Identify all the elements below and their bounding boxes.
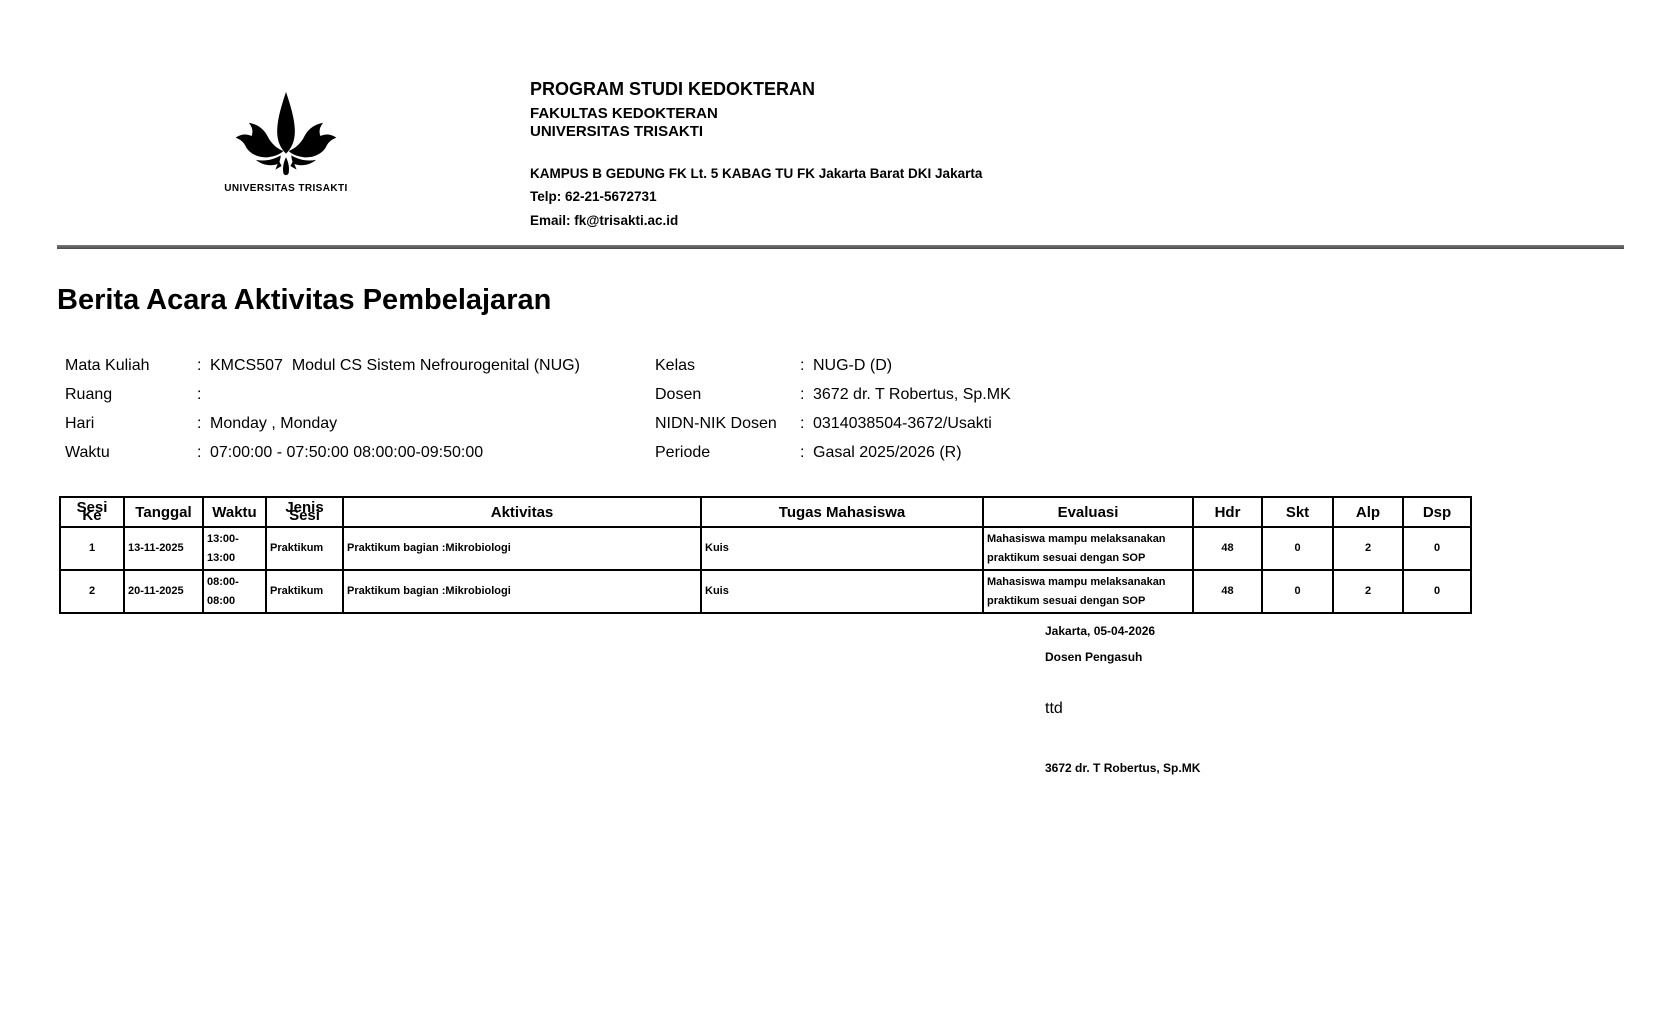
meta-value: 07:00:00 - 07:50:00 08:00:00-09:50:00 [210,444,484,461]
meta-row-ruang: Ruang : [65,380,580,409]
signature-place-date: Jakarta, 05-04-2026 [1045,624,1156,638]
cell-tanggal: 13-11-2025 [123,526,204,571]
cell-aktivitas: Praktikum bagian :Mikrobiologi [342,569,702,614]
cell-dsp: 0 [1402,569,1472,614]
meta-label: Periode [655,444,711,461]
col-header-evaluasi: Evaluasi [982,496,1194,528]
meta-value: NUG-D (D) [813,357,893,374]
cell-waktu: 08:00- 08:00 [202,569,267,614]
meta-label: Dosen [655,386,702,403]
meta-left-column: Mata Kuliah : KMCS507 Modul CS Sistem Ne… [65,351,580,467]
logo-caption: UNIVERSITAS TRISAKTI [224,183,348,194]
meta-colon: : [197,444,202,461]
meta-row-hari: Hari : Monday , Monday [65,409,580,438]
cell-skt: 0 [1261,526,1334,571]
cell-tugas: Kuis [700,526,984,571]
faculty-name: FAKULTAS KEDOKTERAN [530,105,718,122]
signature-role: Dosen Pengasuh [1045,650,1143,664]
cell-waktu: 13:00- 13:00 [202,526,267,571]
cell-sesi: 2 [59,569,125,614]
cell-evaluasi: Mahasiswa mampu melaksanakan praktikum s… [982,526,1194,571]
meta-row-kelas: Kelas : NUG-D (D) [655,351,1011,380]
university-name: UNIVERSITAS TRISAKTI [530,123,704,140]
signature-name: 3672 dr. T Robertus, Sp.MK [1045,761,1201,775]
col-header-waktu: Waktu [202,496,267,528]
col-header-tugas-mahasiswa: Tugas Mahasiswa [700,496,984,528]
meta-row-nidn: NIDN-NIK Dosen : 0314038504-3672/Usakti [655,409,1011,438]
phone-line: Telp: 62-21-5672731 [530,189,657,204]
meta-label: Waktu [65,444,110,461]
meta-value: KMCS507 Modul CS Sistem Nefrourogenital … [210,357,580,374]
meta-colon: : [800,357,805,374]
meta-row-mata-kuliah: Mata Kuliah : KMCS507 Modul CS Sistem Ne… [65,351,580,380]
col-header-tanggal: Tanggal [123,496,204,528]
cell-aktivitas: Praktikum bagian :Mikrobiologi [342,526,702,571]
sessions-table: Sesi Ke Tanggal Waktu Jenis Sesi Aktivit… [59,496,1472,614]
col-header-hdr: Hdr [1192,496,1263,528]
cell-sesi: 1 [59,526,125,571]
cell-tugas: Kuis [700,569,984,614]
table-row: 1 13-11-2025 13:00- 13:00 Praktikum Prak… [59,526,1472,571]
table-row: 2 20-11-2025 08:00- 08:00 Praktikum Prak… [59,569,1472,614]
meta-row-periode: Periode : Gasal 2025/2026 (R) [655,438,1011,467]
trisakti-trident-icon [235,91,337,176]
cell-hdr: 48 [1192,569,1263,614]
meta-colon: : [800,386,805,403]
table-header-row: Sesi Ke Tanggal Waktu Jenis Sesi Aktivit… [59,496,1472,528]
col-header-skt: Skt [1261,496,1334,528]
cell-alp: 2 [1332,569,1404,614]
campus-address: KAMPUS B GEDUNG FK Lt. 5 KABAG TU FK Jak… [530,166,983,181]
meta-colon: : [197,386,202,403]
cell-skt: 0 [1261,569,1334,614]
meta-row-dosen: Dosen : 3672 dr. T Robertus, Sp.MK [655,380,1011,409]
cell-tanggal: 20-11-2025 [123,569,204,614]
document-title: Berita Acara Aktivitas Pembelajaran [57,284,552,316]
meta-colon: : [197,415,202,432]
meta-label: NIDN-NIK Dosen [655,415,777,432]
meta-label: Mata Kuliah [65,357,150,374]
col-header-alp: Alp [1332,496,1404,528]
program-name: PROGRAM STUDI KEDOKTERAN [530,79,816,99]
meta-value: 3672 dr. T Robertus, Sp.MK [813,386,1011,403]
col-header-dsp: Dsp [1402,496,1472,528]
meta-label: Hari [65,415,95,432]
meta-colon: : [800,444,805,461]
cell-dsp: 0 [1402,526,1472,571]
cell-alp: 2 [1332,526,1404,571]
meta-label: Ruang [65,386,113,403]
col-header-sesi-ke: Sesi Ke [59,496,125,528]
letterhead-divider [57,245,1624,249]
meta-value: 0314038504-3672/Usakti [813,415,992,432]
cell-evaluasi: Mahasiswa mampu melaksanakan praktikum s… [982,569,1194,614]
meta-row-waktu: Waktu : 07:00:00 - 07:50:00 08:00:00-09:… [65,438,580,467]
meta-colon: : [197,357,202,374]
university-logo: UNIVERSITAS TRISAKTI [220,90,352,194]
col-header-jenis-sesi: Jenis Sesi [265,496,344,528]
signature-ttd: ttd [1045,700,1063,717]
cell-jenis: Praktikum [265,569,344,614]
meta-colon: : [800,415,805,432]
col-header-aktivitas: Aktivitas [342,496,702,528]
meta-right-column: Kelas : NUG-D (D) Dosen : 3672 dr. T Rob… [655,351,1011,467]
meta-value: Gasal 2025/2026 (R) [813,444,962,461]
email-line: Email: fk@trisakti.ac.id [530,213,679,228]
meta-value: Monday , Monday [210,415,338,432]
cell-hdr: 48 [1192,526,1263,571]
cell-jenis: Praktikum [265,526,344,571]
meta-label: Kelas [655,357,696,374]
